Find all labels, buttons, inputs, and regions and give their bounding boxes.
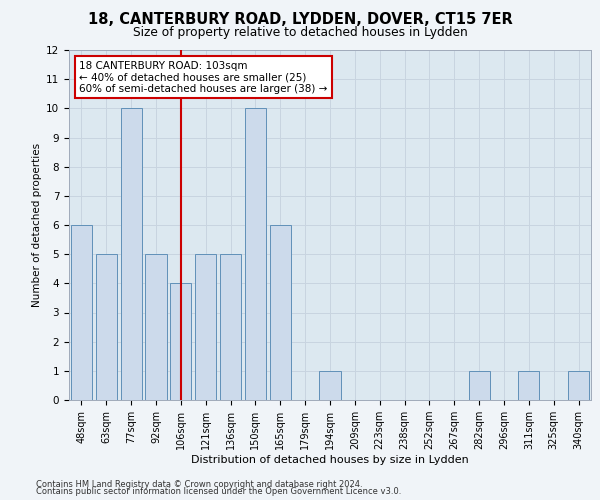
Bar: [245, 108, 266, 400]
Text: 18, CANTERBURY ROAD, LYDDEN, DOVER, CT15 7ER: 18, CANTERBURY ROAD, LYDDEN, DOVER, CT15…: [88, 12, 512, 28]
Bar: [121, 108, 142, 400]
Bar: [220, 254, 241, 400]
Y-axis label: Number of detached properties: Number of detached properties: [32, 143, 42, 307]
Bar: [145, 254, 167, 400]
Bar: [469, 371, 490, 400]
Text: Size of property relative to detached houses in Lydden: Size of property relative to detached ho…: [133, 26, 467, 39]
Bar: [71, 225, 92, 400]
Text: 18 CANTERBURY ROAD: 103sqm
← 40% of detached houses are smaller (25)
60% of semi: 18 CANTERBURY ROAD: 103sqm ← 40% of deta…: [79, 60, 328, 94]
X-axis label: Distribution of detached houses by size in Lydden: Distribution of detached houses by size …: [191, 455, 469, 465]
Bar: [96, 254, 117, 400]
Bar: [195, 254, 216, 400]
Text: Contains public sector information licensed under the Open Government Licence v3: Contains public sector information licen…: [36, 488, 401, 496]
Bar: [270, 225, 291, 400]
Bar: [319, 371, 341, 400]
Text: Contains HM Land Registry data © Crown copyright and database right 2024.: Contains HM Land Registry data © Crown c…: [36, 480, 362, 489]
Bar: [518, 371, 539, 400]
Bar: [170, 284, 191, 400]
Bar: [568, 371, 589, 400]
